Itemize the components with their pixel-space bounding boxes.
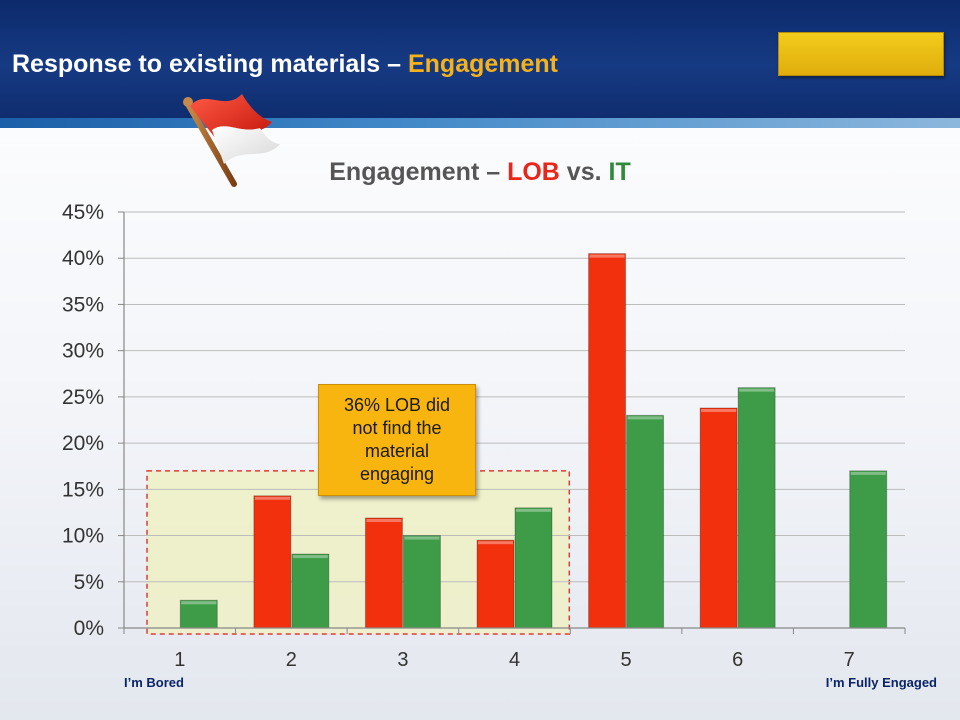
chart-title-part: LOB: [507, 158, 560, 186]
scale-low-label: I’m Bored: [124, 675, 184, 690]
y-tick-label: 0%: [74, 617, 104, 640]
bar-highlight: [850, 471, 886, 475]
x-tick-label: 6: [732, 649, 743, 671]
y-tick-label: 25%: [62, 386, 104, 409]
chart-title: Engagement – LOB vs. IT: [329, 158, 630, 186]
y-tick-label: 35%: [62, 293, 104, 316]
bar-highlight: [404, 536, 440, 540]
header-stripe: [0, 118, 960, 128]
bar-lob-6: [699, 407, 738, 629]
bar-highlight: [701, 408, 737, 412]
x-tick-label: 7: [844, 649, 855, 671]
x-tick-label: 5: [621, 649, 632, 671]
gold-logo-box: [778, 32, 944, 76]
y-tick-label: 40%: [62, 247, 104, 270]
bar-highlight: [181, 601, 217, 605]
bar-it-7: [849, 470, 888, 629]
bar-lob-5: [588, 253, 627, 629]
x-tick-label: 1: [174, 649, 185, 671]
chart-title-part: IT: [609, 158, 631, 186]
y-tick-label: 45%: [62, 201, 104, 224]
slide-title: Response to existing materials – Engagem…: [12, 50, 558, 79]
bar-highlight: [627, 416, 663, 420]
x-tick-label: 4: [509, 649, 520, 671]
chart-title-part: vs.: [560, 158, 609, 186]
y-tick-label: 10%: [62, 525, 104, 548]
bar-highlight: [739, 388, 775, 392]
y-tick-label: 20%: [62, 432, 104, 455]
y-tick-label: 15%: [62, 478, 104, 501]
bar-it-5: [626, 414, 665, 629]
x-tick-label: 3: [397, 649, 408, 671]
bar-highlight: [366, 518, 402, 522]
bar-it-2: [291, 553, 330, 629]
bar-lob-2: [253, 495, 292, 629]
bar-highlight: [254, 496, 290, 500]
bar-it-3: [402, 535, 441, 629]
slide-title-highlight: Engagement: [407, 50, 559, 78]
bar-it-1: [179, 599, 218, 629]
chart-title-part: Engagement –: [329, 158, 507, 186]
y-tick-label: 5%: [74, 571, 104, 594]
bar-lob-4: [476, 539, 515, 629]
y-tick-label: 30%: [62, 340, 104, 363]
red-flag-icon: [183, 94, 280, 187]
bar-it-4: [514, 507, 553, 629]
bar-highlight: [478, 541, 513, 545]
engagement-bar-chart: 0% 5% 10% 15% 20% 25% 30% 35% 40% 45% 1 2 3 4 5 6 7 Eng…: [62, 158, 937, 690]
callout-text: 36% LOB did not find the material engagi…: [343, 395, 451, 484]
scale-high-label: I’m Fully Engaged: [826, 675, 937, 690]
bar-highlight: [292, 555, 328, 559]
bar-highlight: [516, 508, 551, 512]
slide-title-prefix: Response to existing materials –: [12, 50, 408, 78]
bar-it-6: [737, 387, 776, 629]
bar-lob-3: [364, 517, 403, 629]
x-tick-label: 2: [286, 649, 297, 671]
callout-box: 36% LOB did not find the material engagi…: [318, 384, 476, 496]
bar-highlight: [589, 254, 625, 258]
